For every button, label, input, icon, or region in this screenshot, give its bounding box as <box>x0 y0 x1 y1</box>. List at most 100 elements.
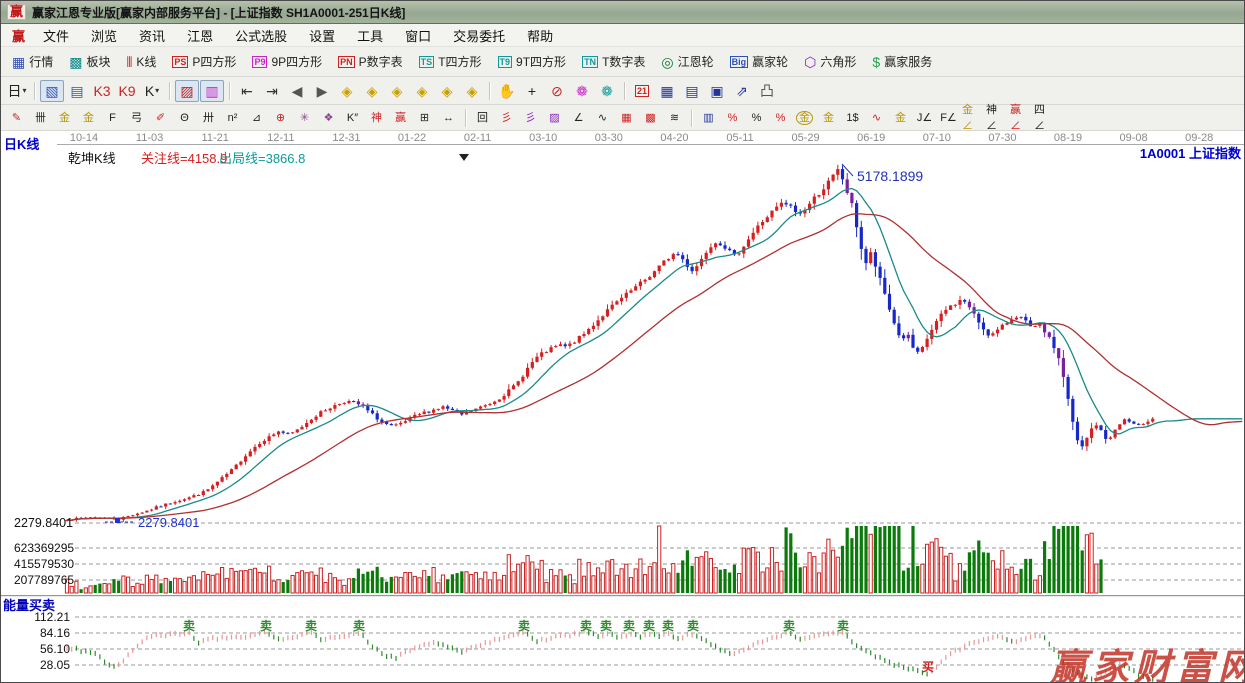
menu-trade[interactable]: 交易委托 <box>453 28 506 44</box>
one-dollar-button[interactable]: 1$ <box>841 108 864 128</box>
zoom-all-button[interactable]: ◈ <box>435 80 459 102</box>
nav-last-button[interactable]: ⇥ <box>260 80 284 102</box>
expand-h-button[interactable]: ◈ <box>385 80 409 102</box>
kline3-button[interactable]: K3 <box>90 80 114 102</box>
red-grid-2-button[interactable]: ▩ <box>639 108 662 128</box>
menu-tools[interactable]: 工具 <box>357 28 384 44</box>
menu-settings[interactable]: 设置 <box>309 28 336 44</box>
compress-h-button[interactable]: ◈ <box>410 80 434 102</box>
menu-window[interactable]: 窗口 <box>405 28 432 44</box>
nine-p-square-button[interactable]: P9 9P四方形 <box>245 51 329 72</box>
angle-rays-button[interactable]: ∠ <box>567 108 590 128</box>
gann-box-button[interactable]: 回 <box>471 108 494 128</box>
crosshair-button[interactable]: + <box>520 80 544 102</box>
notes-button[interactable]: ▤ <box>680 80 704 102</box>
volume-style-button[interactable]: ▥ <box>200 79 224 102</box>
zigzag-button[interactable]: ∿ <box>591 108 614 128</box>
ying-angle-button[interactable]: 赢∠ <box>1009 104 1032 132</box>
p-number-table-button[interactable]: PN P数字表 <box>331 51 410 72</box>
pan-tool-button[interactable]: ✋ <box>495 80 519 102</box>
winner-wheel-button[interactable]: Big 赢家轮 <box>723 51 796 72</box>
red-grid-1-button[interactable]: ▦ <box>615 108 638 128</box>
fit-screen-button[interactable]: ◈ <box>460 80 484 102</box>
qiankun-pattern-button[interactable]: ▨ <box>175 79 199 102</box>
zoom-window-button[interactable]: ▧ <box>40 79 64 102</box>
kline9-button[interactable]: K9 <box>115 80 139 102</box>
info-doc-button[interactable]: ▤ <box>65 80 89 102</box>
winner-service-button[interactable]: $ 赢家服务 <box>865 51 939 72</box>
cursor-cancel-button[interactable]: ⊘ <box>545 80 569 102</box>
volume-bar <box>878 527 882 593</box>
menu-gann[interactable]: 江恩 <box>187 28 214 44</box>
gann-wheel-button[interactable]: ◎ 江恩轮 <box>654 51 720 72</box>
menu-file[interactable]: 文件 <box>43 28 70 44</box>
save-button[interactable]: ▣ <box>705 80 729 102</box>
gold-circle-button[interactable]: 金 <box>793 108 816 128</box>
calendar-button[interactable]: 21 <box>630 80 654 102</box>
percent-red-button[interactable]: % <box>769 108 792 128</box>
calculator-button[interactable]: ▦ <box>655 80 679 102</box>
rays-button[interactable]: 彡 <box>495 108 518 128</box>
pan-left-button[interactable]: ◈ <box>335 80 359 102</box>
menu-formula-picker[interactable]: 公式选股 <box>235 28 288 44</box>
nine-t-square-button[interactable]: T9 9T四方形 <box>491 51 574 72</box>
histogram-button[interactable]: ▥ <box>697 108 720 128</box>
circle-degrees-button[interactable]: Θ <box>173 108 196 128</box>
volume-bar <box>539 559 544 594</box>
nav-first-button[interactable]: ⇤ <box>235 80 259 102</box>
n-squared-button[interactable]: n² <box>221 108 244 128</box>
brush-button[interactable]: ✐ <box>149 108 172 128</box>
pan-right-button[interactable]: ◈ <box>360 80 384 102</box>
bow-comb-button[interactable]: 弓 <box>125 108 148 128</box>
fan-button[interactable]: 彡 <box>519 108 542 128</box>
quotes-button[interactable]: ▦ 行情 <box>5 51 60 72</box>
grid-123-button[interactable]: ⊞ <box>413 108 436 128</box>
shape-tool-2-button[interactable]: ❁ <box>595 80 619 102</box>
chart-canvas[interactable]: 卖卖卖卖卖卖卖卖卖卖卖卖卖买10-14 11-03 11-21 12-11 12-31 0… <box>1 131 1245 683</box>
shape-tool-1-button[interactable]: ❁ <box>570 80 594 102</box>
p-square-button[interactable]: PS P四方形 <box>165 51 243 72</box>
print-button[interactable]: 凸 <box>755 80 779 102</box>
boxed-wheel-button[interactable]: ❖ <box>317 108 340 128</box>
gold-comb-2-button[interactable]: 金 <box>77 108 100 128</box>
fan-box-button[interactable]: ▨ <box>543 108 566 128</box>
hexagon-button[interactable]: ⬡ 六角形 <box>797 51 863 72</box>
gold-lines-button[interactable]: 金 <box>817 108 840 128</box>
f-comb-button[interactable]: F <box>101 108 124 128</box>
four-angle-button[interactable]: 四∠ <box>1033 104 1056 132</box>
menu-help[interactable]: 帮助 <box>527 28 554 44</box>
menu-browse[interactable]: 浏览 <box>91 28 118 44</box>
ying-tool-button[interactable]: 赢 <box>389 108 412 128</box>
nav-prev-button[interactable]: ◀ <box>285 80 309 102</box>
j-angle-button[interactable]: J∠ <box>913 108 936 128</box>
sectors-button[interactable]: ▩ 板块 <box>62 51 117 72</box>
shen-tool-button[interactable]: 神 <box>365 108 388 128</box>
draw-pen-button[interactable]: ✎ <box>5 108 28 128</box>
gold-angle-button[interactable]: 金∠ <box>961 104 984 132</box>
sine-button[interactable]: ∿ <box>865 108 888 128</box>
nav-next-button[interactable]: ▶ <box>310 80 334 102</box>
parallel-lines-button[interactable]: ≋ <box>663 108 686 128</box>
volume-bar <box>1028 558 1033 593</box>
gann-comb-button[interactable]: 卌 <box>29 108 52 128</box>
kline-style-button[interactable]: K ▾ <box>140 80 164 102</box>
gold-comb-1-button[interactable]: 金 <box>53 108 76 128</box>
title-bar[interactable]: 赢 赢家江恩专业版[赢家内部服务平台] - [上证指数 SH1A0001-251… <box>1 1 1244 24</box>
percent-button[interactable]: % <box>745 108 768 128</box>
small-wheel-button[interactable]: ✳ <box>293 108 316 128</box>
plain-comb-button[interactable]: 卅 <box>197 108 220 128</box>
t-percent-button[interactable]: % <box>721 108 744 128</box>
menu-news[interactable]: 资讯 <box>139 28 166 44</box>
f-angle-button[interactable]: F∠ <box>937 108 960 128</box>
width-measure-button[interactable]: ↔ <box>437 108 460 128</box>
t-square-button[interactable]: TS T四方形 <box>412 51 489 72</box>
angle-ruler-button[interactable]: ⊿ <box>245 108 268 128</box>
target-button[interactable]: ⊕ <box>269 108 292 128</box>
export-button[interactable]: ⇗ <box>730 80 754 102</box>
kline-button[interactable]: ⫴ K线 <box>120 51 164 72</box>
period-day-button[interactable]: 日 ▾ <box>5 80 29 102</box>
k-quote-button[interactable]: K″ <box>341 108 364 128</box>
shen-angle-button[interactable]: 神∠ <box>985 104 1008 132</box>
gold-bars-button[interactable]: 金 <box>889 108 912 128</box>
t-number-table-button[interactable]: TN T数字表 <box>575 51 652 72</box>
